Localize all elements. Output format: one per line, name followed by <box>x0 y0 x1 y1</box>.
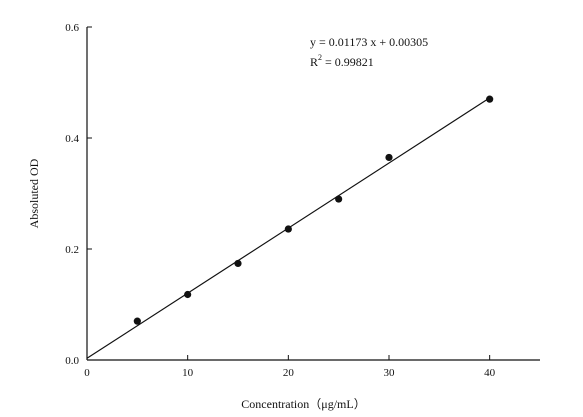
data-point <box>385 153 393 162</box>
ticks: 0 10 20 30 40 0.0 0.2 0.4 0.6 <box>65 22 495 379</box>
y-tick-label: 0.4 <box>65 133 79 145</box>
data-points <box>133 95 494 325</box>
data-point <box>335 195 343 203</box>
x-tick-label: 10 <box>182 367 194 379</box>
x-tick-label: 30 <box>384 367 396 379</box>
y-tick-label: 0.0 <box>65 355 79 367</box>
fit-equation: y = 0.01173 x + 0.00305 <box>310 35 428 49</box>
y-tick-label: 0.2 <box>65 244 79 256</box>
r-squared-superscript: 2 <box>318 53 322 62</box>
y-tick-label: 0.6 <box>65 22 79 34</box>
data-point <box>486 95 494 103</box>
x-tick-label: 40 <box>484 367 496 379</box>
data-point <box>133 317 141 325</box>
data-point <box>284 225 292 233</box>
data-point <box>234 259 242 268</box>
r-squared-prefix: R <box>310 55 318 69</box>
data-point <box>184 290 192 299</box>
x-tick-label: 0 <box>84 367 90 379</box>
r-squared-value: = 0.99821 <box>322 55 374 69</box>
x-axis-title: Concentration（μg/mL） <box>241 397 365 411</box>
x-tick-label: 20 <box>283 367 295 379</box>
r-squared: R2 = 0.99821 <box>310 53 374 69</box>
axes <box>86 27 540 361</box>
y-axis-title: Absoluted OD <box>27 158 41 228</box>
